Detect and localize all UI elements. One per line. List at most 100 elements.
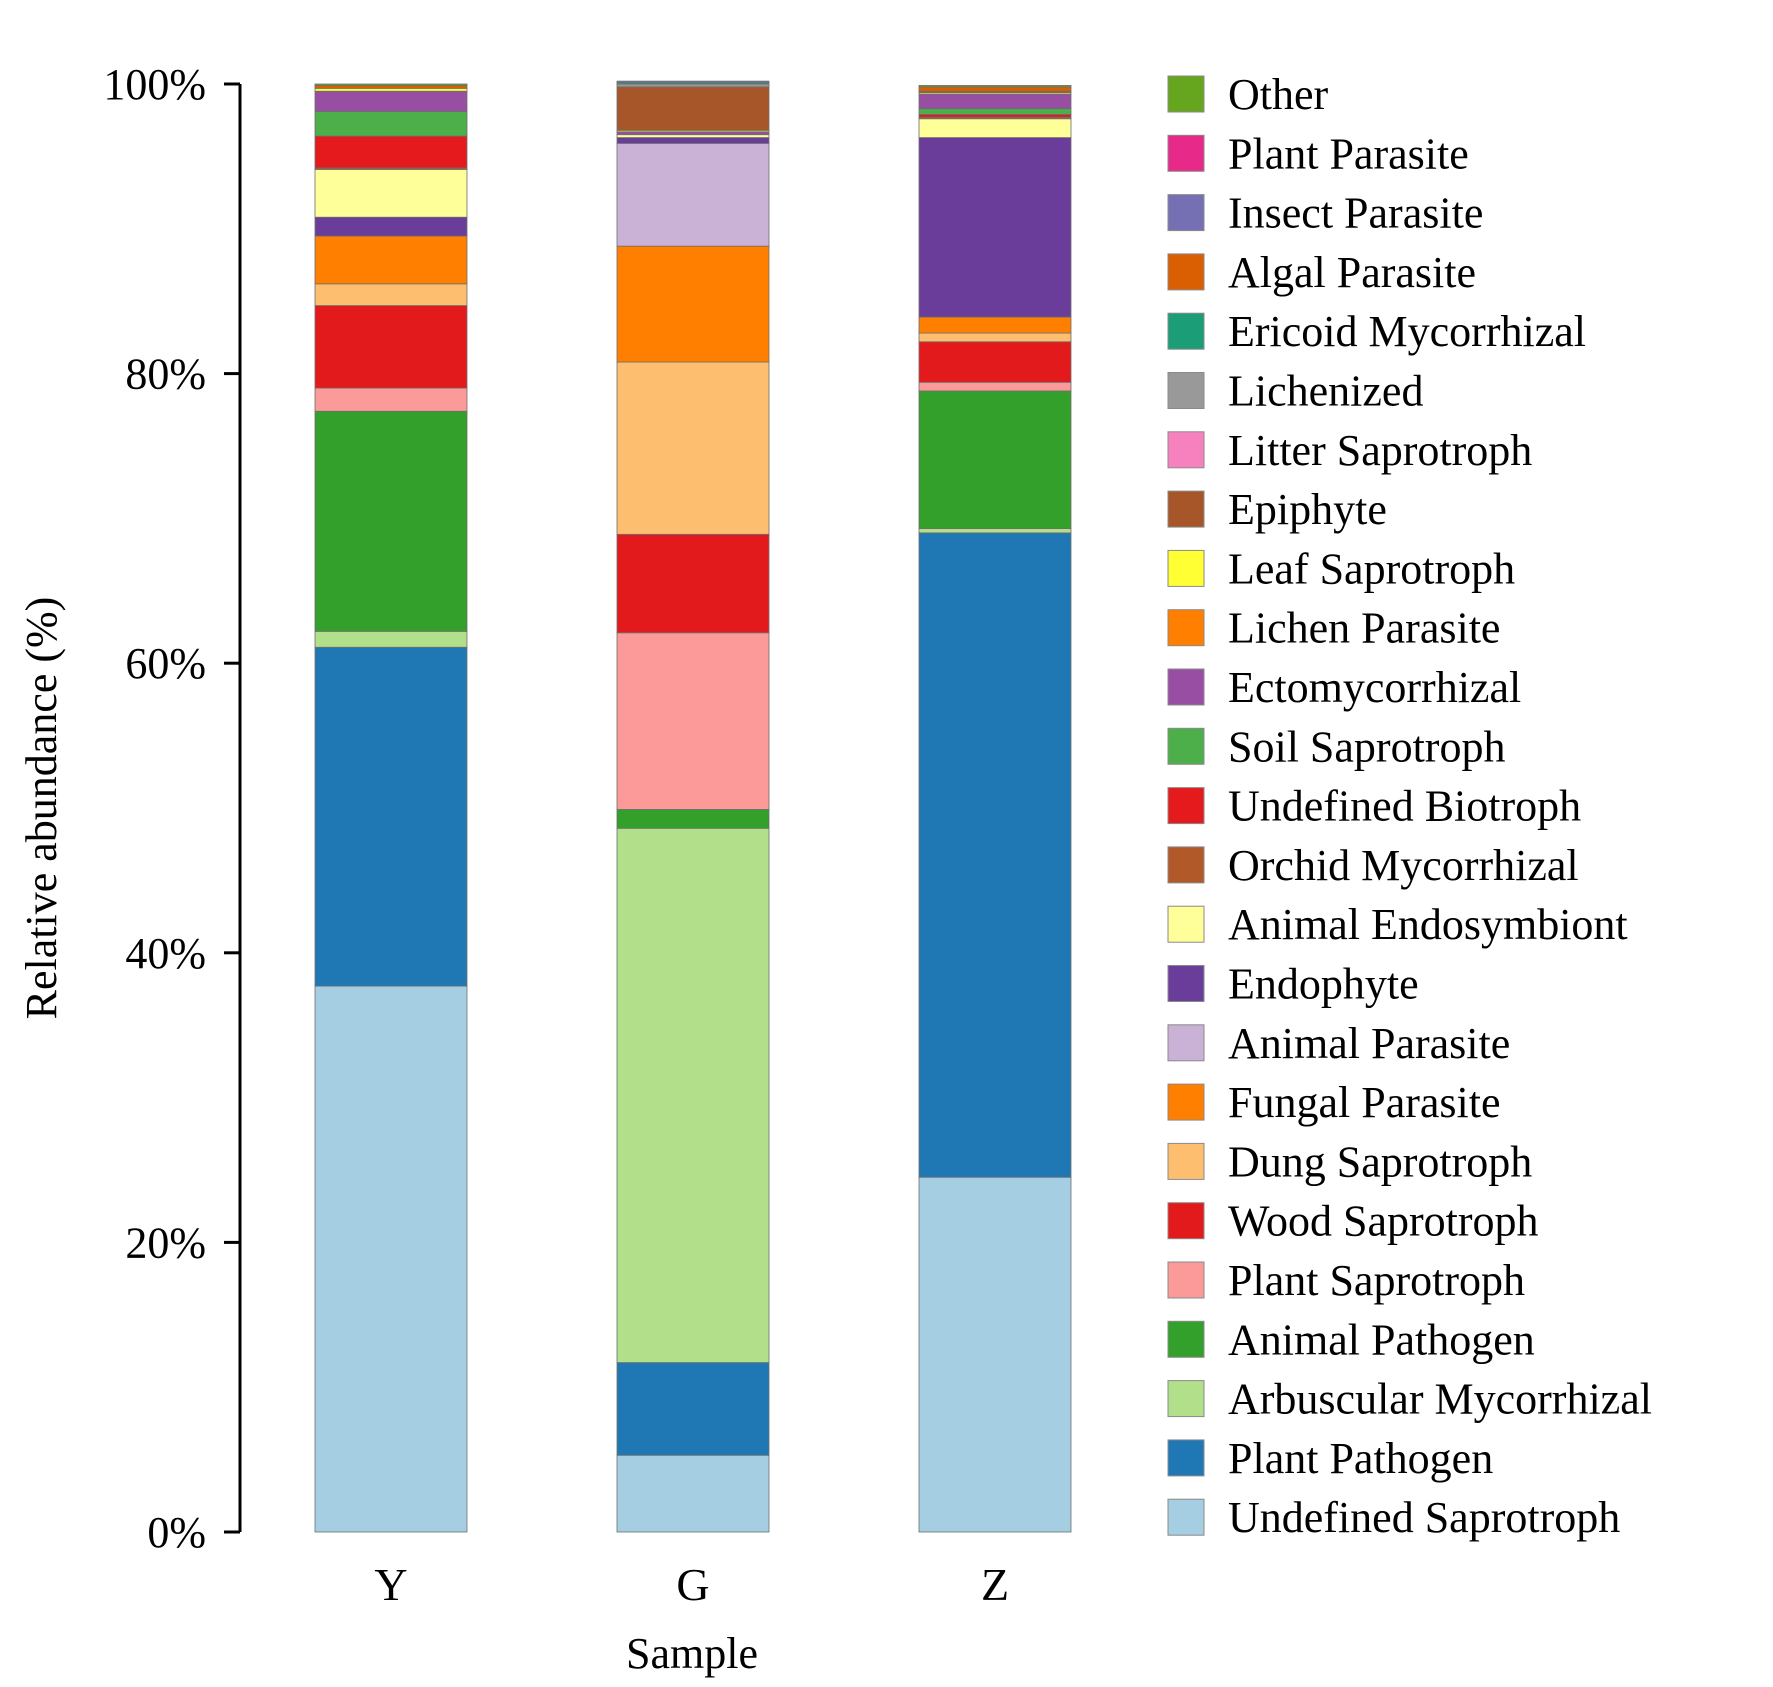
- legend-swatch: [1167, 431, 1205, 469]
- bar-segment: [314, 135, 468, 169]
- legend-label: Litter Saprotroph: [1228, 426, 1532, 475]
- bar-segment: [918, 137, 1072, 318]
- legend-label: Dung Saprotroph: [1228, 1137, 1532, 1186]
- legend-label: Plant Parasite: [1228, 129, 1469, 178]
- legend-swatch: [1167, 1142, 1205, 1180]
- legend-label: Other: [1228, 70, 1329, 119]
- x-category-label: Y: [374, 1559, 407, 1610]
- bar-segment: [314, 410, 468, 632]
- x-category-label: Z: [981, 1559, 1009, 1610]
- bar-segment: [918, 85, 1072, 88]
- bar-segment: [616, 142, 770, 247]
- bar-segment: [918, 118, 1072, 138]
- bar-segment: [314, 87, 468, 92]
- legend-swatch: [1167, 787, 1205, 825]
- legend-label: Orchid Mycorrhizal: [1228, 841, 1579, 890]
- bar-segment: [314, 985, 468, 1533]
- legend-item: Other: [1167, 70, 1329, 119]
- legend-item: Leaf Saprotroph: [1167, 544, 1515, 593]
- bar-segment: [616, 137, 770, 144]
- legend-label: Animal Pathogen: [1228, 1315, 1535, 1364]
- legend-item: Ericoid Mycorrhizal: [1167, 307, 1586, 356]
- legend-item: Ectomycorrhizal: [1167, 663, 1521, 712]
- x-category-label: G: [676, 1559, 709, 1610]
- bar-stack-G: [616, 80, 770, 1533]
- legend-swatch: [1167, 1380, 1205, 1418]
- legend-item: Wood Saprotroph: [1167, 1197, 1539, 1246]
- bar-segment: [616, 134, 770, 138]
- bar-segment: [918, 316, 1072, 334]
- y-tick-label: 20%: [125, 1218, 206, 1267]
- bar-segment: [616, 533, 770, 634]
- legend-label: Ericoid Mycorrhizal: [1228, 307, 1586, 356]
- legend-item: Plant Pathogen: [1167, 1434, 1493, 1483]
- y-axis-title: Relative abundance (%): [17, 597, 66, 1020]
- bar-segment: [314, 305, 468, 389]
- legend-swatch: [1167, 549, 1205, 587]
- legend-label: Ectomycorrhizal: [1228, 663, 1521, 712]
- legend-swatch: [1167, 1439, 1205, 1477]
- bar-segment: [314, 630, 468, 648]
- legend-label: Soil Saprotroph: [1228, 722, 1505, 771]
- y-tick-label: 0%: [147, 1508, 206, 1557]
- bar-segment: [918, 86, 1072, 92]
- legend-item: Animal Parasite: [1167, 1019, 1510, 1068]
- legend-item: Endophyte: [1167, 960, 1419, 1009]
- legend-swatch: [1167, 134, 1205, 172]
- bar-stack-Y: [314, 83, 468, 1533]
- bar-segment: [918, 1176, 1072, 1533]
- bar-segment: [918, 532, 1072, 1178]
- legend-swatch: [1167, 609, 1205, 647]
- legend-swatch: [1167, 253, 1205, 291]
- bar-segment: [314, 169, 468, 218]
- legend-label: Leaf Saprotroph: [1228, 544, 1515, 593]
- legend-swatch: [1167, 1083, 1205, 1121]
- bar-segment: [314, 90, 468, 112]
- bar-segment: [616, 1454, 770, 1533]
- bar-segment: [616, 361, 770, 535]
- bar-segment: [918, 381, 1072, 392]
- bar-segment: [918, 341, 1072, 383]
- legend-label: Algal Parasite: [1228, 248, 1476, 297]
- bar-segment: [314, 646, 468, 987]
- x-axis-title: Sample: [626, 1629, 758, 1678]
- legend-swatch: [1167, 727, 1205, 765]
- legend-label: Plant Pathogen: [1228, 1434, 1493, 1483]
- legend-label: Epiphyte: [1228, 485, 1387, 534]
- bar-segment: [918, 390, 1072, 529]
- legend-item: Fungal Parasite: [1167, 1078, 1501, 1127]
- legend-item: Undefined Saprotroph: [1167, 1493, 1620, 1542]
- bar-segment: [616, 86, 770, 131]
- bar-segment: [616, 131, 770, 136]
- legend-label: Fungal Parasite: [1228, 1078, 1501, 1127]
- legend-item: Lichenized: [1167, 367, 1423, 416]
- legend-label: Insect Parasite: [1228, 189, 1483, 238]
- bar-segment: [616, 809, 770, 829]
- legend-swatch: [1167, 846, 1205, 884]
- bar-segment: [616, 1362, 770, 1456]
- y-ticks: 0% 20% 40% 60% 80% 100%: [103, 60, 240, 1557]
- legend-item: Orchid Mycorrhizal: [1167, 841, 1579, 890]
- legend-item: Plant Parasite: [1167, 129, 1469, 178]
- legend-item: Undefined Biotroph: [1167, 782, 1581, 831]
- legend-swatch: [1167, 1261, 1205, 1299]
- legend-swatch: [1167, 905, 1205, 943]
- legend-item: Plant Saprotroph: [1167, 1256, 1525, 1305]
- legend-label: Lichenized: [1228, 367, 1423, 416]
- legend-item: Algal Parasite: [1167, 248, 1476, 297]
- legend-item: Arbuscular Mycorrhizal: [1167, 1375, 1652, 1424]
- legend: Other Plant Parasite Insect Parasite Algal …: [1167, 70, 1652, 1542]
- bar-segment: [314, 235, 468, 285]
- legend-label: Wood Saprotroph: [1228, 1197, 1539, 1246]
- legend-item: Animal Endosymbiont: [1167, 900, 1628, 949]
- bar-segment: [918, 114, 1072, 118]
- bar-segment: [314, 111, 468, 137]
- y-tick-label: 80%: [125, 350, 206, 399]
- bar-segment: [918, 108, 1072, 115]
- legend-item: Dung Saprotroph: [1167, 1137, 1532, 1186]
- legend-label: Undefined Biotroph: [1228, 782, 1581, 831]
- legend-item: Insect Parasite: [1167, 189, 1483, 238]
- legend-label: Lichen Parasite: [1228, 604, 1500, 653]
